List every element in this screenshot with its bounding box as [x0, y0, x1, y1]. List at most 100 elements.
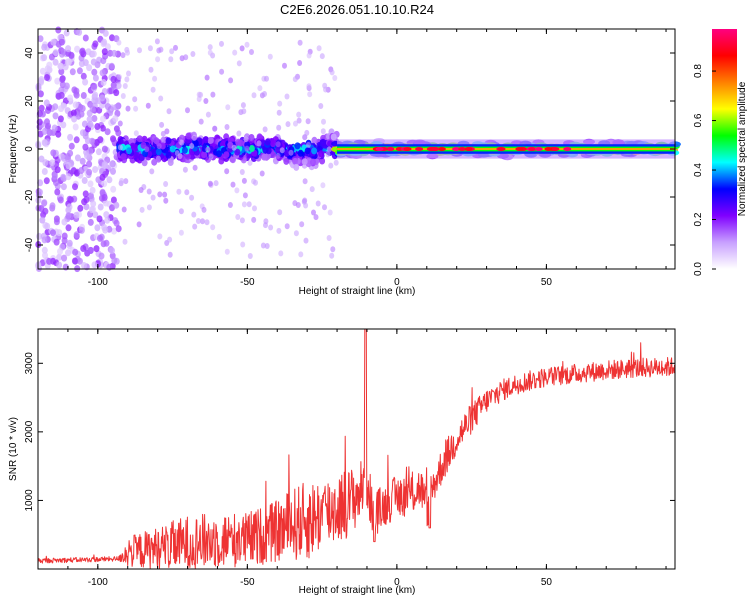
spectrogram-x-label: Height of straight line (km): [299, 286, 416, 297]
spectrogram-cell: [309, 186, 315, 193]
spectrogram-band-core: [337, 148, 675, 150]
spectrogram-cell: [73, 169, 80, 177]
snr-y-axis: 1000 2000 3000: [24, 352, 675, 512]
spectrogram-cell: [176, 188, 182, 195]
spectrogram-cell: [41, 43, 48, 51]
spectrogram-cell: [106, 176, 113, 184]
spectrogram-cell: [74, 154, 81, 162]
spectrogram-cell: [110, 196, 117, 204]
spectrogram-cell: [240, 241, 246, 248]
spectrogram-cell: [139, 206, 145, 213]
spectrogram-cell: [277, 209, 283, 216]
spectrogram-cell: [325, 151, 331, 158]
spectrogram-cell: [133, 151, 140, 159]
spectrogram-cell: [239, 45, 245, 52]
spectrogram-cell: [94, 123, 101, 130]
spectrogram-cell: [72, 123, 79, 131]
spectrogram-cell: [67, 196, 74, 204]
spectrogram-cell: [181, 146, 188, 154]
spectrogram-cell: [165, 151, 172, 159]
spectrogram-cell: [148, 66, 154, 73]
spectrogram-cell: [57, 248, 63, 255]
spectrogram-cell: [167, 251, 173, 258]
spectrogram-cell: [297, 39, 303, 46]
spectrogram-cell: [244, 145, 250, 152]
spectrogram-cell: [113, 201, 120, 209]
spectrogram-cell: [264, 152, 271, 160]
spectrogram-cell: [110, 167, 116, 175]
spectrogram-cell: [65, 249, 71, 257]
spectrogram-cell: [50, 38, 57, 46]
spectrogram-cell: [54, 166, 61, 174]
spectrogram-cell: [133, 130, 139, 137]
spectrogram-cell: [296, 111, 302, 118]
spectrogram-cell: [126, 147, 133, 155]
spectrogram-cell: [76, 67, 83, 75]
spectrogram-cell: [166, 108, 172, 115]
spectrogram-cell: [119, 177, 125, 184]
spectrogram-cell: [248, 134, 255, 141]
spectrogram-cell: [293, 163, 300, 171]
spectrogram-cell: [61, 218, 68, 226]
spectrogram-cell: [43, 177, 50, 185]
spectrogram-cell: [155, 56, 161, 63]
spectrogram-cell: [182, 166, 188, 173]
spectrogram-cell: [82, 190, 89, 198]
spectrogram-cell: [242, 192, 248, 199]
spectrogram-cell: [92, 40, 99, 48]
spectrogram-cell: [100, 79, 107, 86]
spectrogram-cell: [276, 227, 282, 234]
spectrogram-cell: [497, 147, 506, 151]
spectrogram-cell: [184, 152, 191, 160]
spectrogram-cell: [89, 186, 96, 194]
spectrogram-cell: [208, 153, 214, 160]
spectrogram-cell: [150, 194, 156, 201]
spectrogram-cell: [253, 179, 258, 186]
spectrogram-cell: [103, 239, 110, 247]
spectrogram-cell: [207, 136, 214, 144]
y-tick-label: -20: [24, 189, 35, 204]
spectrogram-cell: [241, 108, 247, 115]
spectrogram-cell: [125, 49, 130, 56]
spectrogram-cell: [111, 257, 118, 264]
spectrogram-cell: [63, 29, 70, 37]
chart-title: C2E6.2026.051.10.10.R24: [280, 2, 434, 17]
spectrogram-cell: [85, 48, 92, 56]
spectrogram-cell: [458, 147, 467, 151]
spectrogram-cell: [90, 58, 97, 66]
spectrogram-cell: [189, 194, 195, 201]
spectrogram-cell: [228, 77, 234, 84]
spectrogram-cell: [243, 136, 249, 143]
spectrogram-cell: [158, 46, 164, 53]
colorbar: 0.0 0.2 0.4 0.6 0.8 Normalized spectral ampl…: [693, 29, 748, 276]
spectrogram-cell: [121, 206, 127, 213]
spectrogram-cell: [41, 168, 48, 175]
colorbar-tick-label: 0.4: [693, 163, 704, 177]
spectrogram-cell: [87, 180, 94, 188]
spectrogram-cell: [87, 247, 94, 254]
snr-series: [37, 328, 676, 569]
spectrogram-cell: [551, 147, 560, 151]
snr-x-label: Height of straight line (km): [299, 585, 416, 596]
spectrogram-cell: [117, 120, 123, 127]
spectrogram-cell: [210, 91, 216, 98]
snr-series-line: [37, 328, 676, 569]
spectrogram-cell: [110, 185, 117, 193]
spectrogram-cell: [302, 134, 308, 141]
spectrogram-cell: [73, 211, 80, 219]
spectrogram-cell: [39, 67, 46, 75]
y-tick-label: 20: [24, 95, 35, 107]
spectrogram-cell: [299, 221, 305, 228]
spectrogram-cell: [133, 105, 139, 112]
spectrogram-cell: [38, 104, 45, 112]
spectrogram-cell: [322, 204, 327, 211]
spectrogram-cell: [101, 38, 108, 46]
spectrogram-cell: [81, 120, 88, 128]
spectrogram-cell: [87, 218, 94, 226]
colorbar-ticks: 0.0 0.2 0.4 0.6 0.8: [693, 64, 716, 276]
spectrogram-cell: [90, 200, 97, 208]
spectrogram-cell: [207, 44, 213, 51]
spectrogram-cell: [122, 238, 128, 245]
spectrogram-cell: [191, 211, 197, 218]
spectrogram-cell: [110, 75, 117, 83]
